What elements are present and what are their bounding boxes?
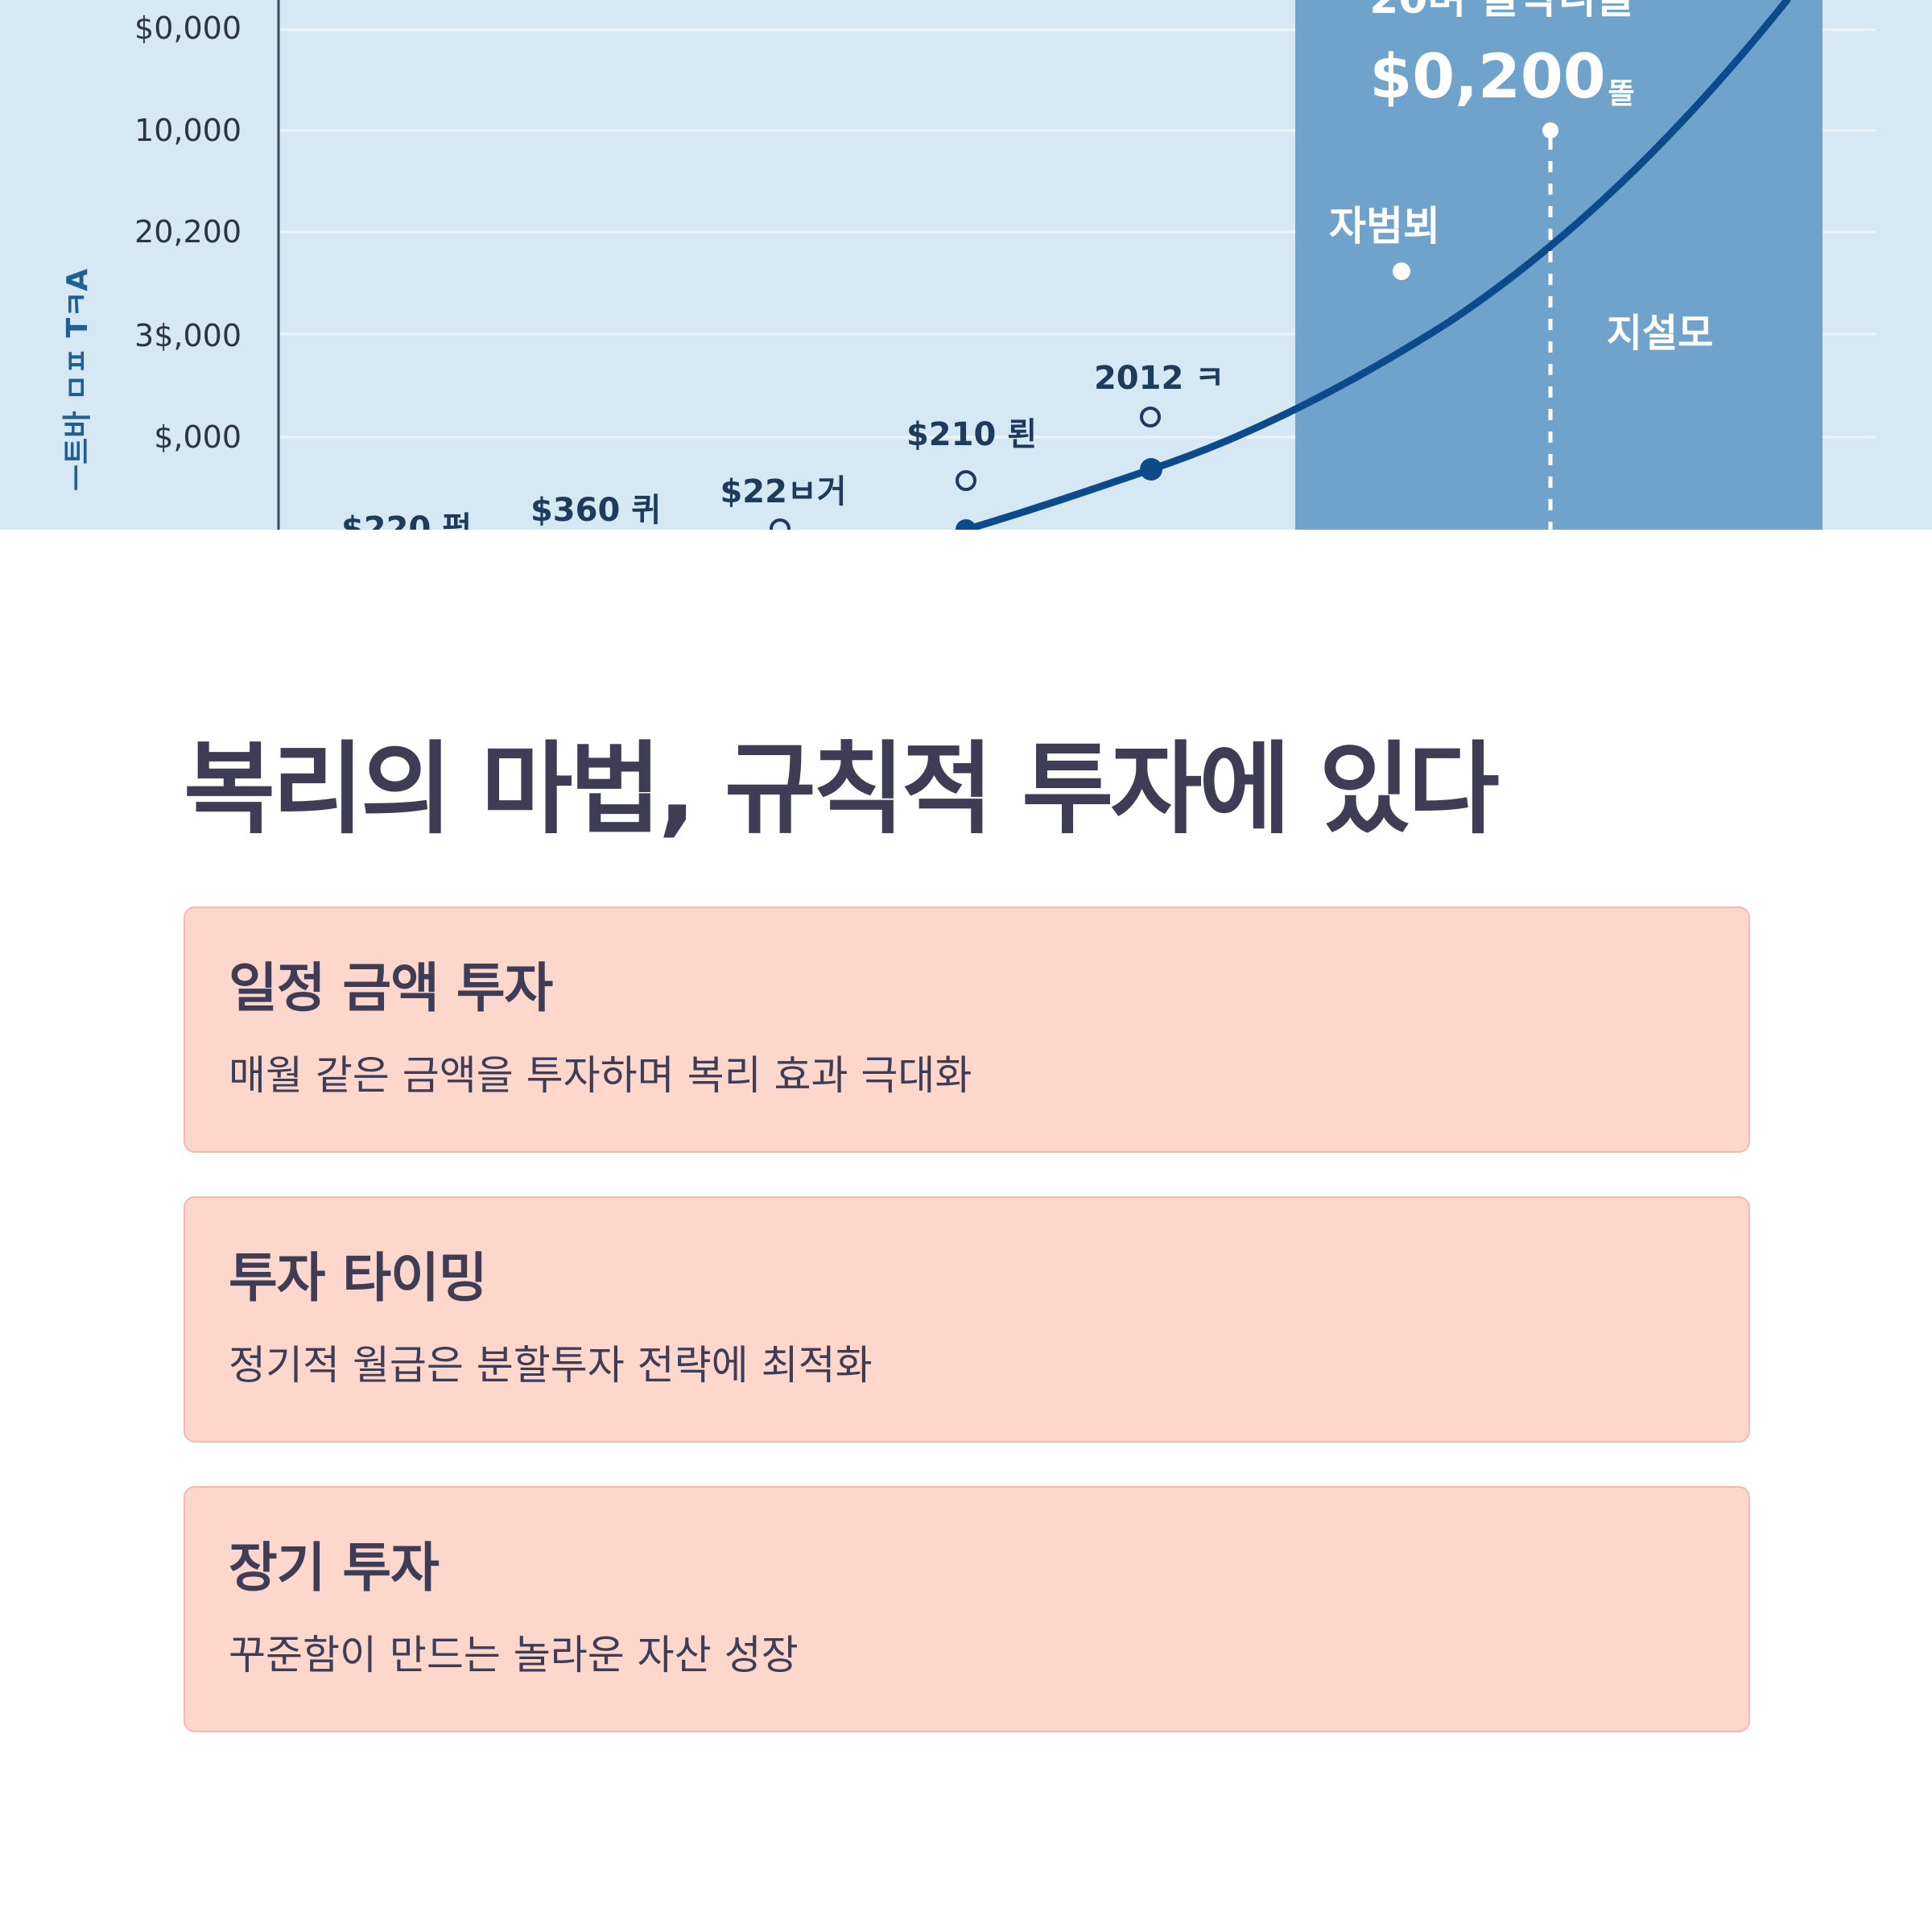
point-label: $360 퀴 xyxy=(530,492,661,529)
card-fixed-amount: 일정 금액 투자 매월 같은 금액을 투자하며 복리 효과 극대화 xyxy=(184,906,1750,1153)
point-label: 2012 ㅋ xyxy=(1094,360,1224,397)
y-tick-label: 3$,000 xyxy=(134,318,242,353)
point-label: $22ㅂ거 xyxy=(720,473,846,510)
y-tick-label: 10,000 xyxy=(134,113,242,148)
y-tick-label: $0,000 xyxy=(134,10,242,46)
y-axis-side-label: ㅡ트바 ㅁㅍ TㅋA xyxy=(61,269,94,491)
compound-growth-chart: $0,000 10,000 20,200 3$,000 $,000 ㅡ트바 ㅁㅍ… xyxy=(61,0,1876,530)
card-title: 장기 투자 xyxy=(229,1537,440,1599)
card-description: 꾸준함이 만드는 놀라운 자산 성장 xyxy=(229,1632,799,1678)
card-title: 일정 금액 투자 xyxy=(229,957,553,1019)
hero-chart-image: $0,000 10,000 20,200 3$,000 $,000 ㅡ트바 ㅁㅍ… xyxy=(0,0,1932,530)
point-label: $210 뢴 xyxy=(906,416,1037,453)
point-marker xyxy=(770,518,791,530)
growth-curve xyxy=(962,0,1791,530)
card-title: 투자 타이밍 xyxy=(229,1247,488,1309)
card-description: 매월 같은 금액을 투자하며 복리 효과 극대화 xyxy=(229,1052,972,1099)
card-timing: 투자 타이밍 정기적 월급은 분할투자 전략에 최적화 xyxy=(184,1196,1750,1443)
point-marker xyxy=(1140,407,1161,427)
highlight-marker xyxy=(1542,122,1558,138)
curve-point xyxy=(956,519,976,530)
highlight-value-suffix: 똘 xyxy=(1608,77,1634,110)
card-list: 일정 금액 투자 매월 같은 금액을 투자하며 복리 효과 극대화 투자 타이밍… xyxy=(184,906,1750,1732)
highlight-label-left: 자범뵈 xyxy=(1329,203,1440,250)
highlight-label-right: 지설모 xyxy=(1607,311,1713,356)
point-label: $220 펌 xyxy=(341,510,472,530)
y-tick-label: $,000 xyxy=(154,419,242,455)
card-long-term: 장기 투자 꾸준함이 만드는 놀라운 자산 성장 xyxy=(184,1486,1750,1732)
highlight-band xyxy=(1295,0,1823,530)
point-marker xyxy=(956,470,976,491)
card-description: 정기적 월급은 분할투자 전략에 최적화 xyxy=(229,1342,873,1389)
highlight-value: $0,200 xyxy=(1369,40,1605,112)
highlight-heading: 20며 놀락니들 xyxy=(1369,0,1635,23)
article-section: 복리의 마법, 규칙적 투자에 있다 일정 금액 투자 매월 같은 금액을 투자… xyxy=(184,724,1750,1776)
curve-point xyxy=(1140,458,1162,481)
highlight-marker xyxy=(1393,262,1410,280)
page-title: 복리의 마법, 규칙적 투자에 있다 xyxy=(184,732,1500,848)
y-tick-label: 20,200 xyxy=(134,214,242,250)
